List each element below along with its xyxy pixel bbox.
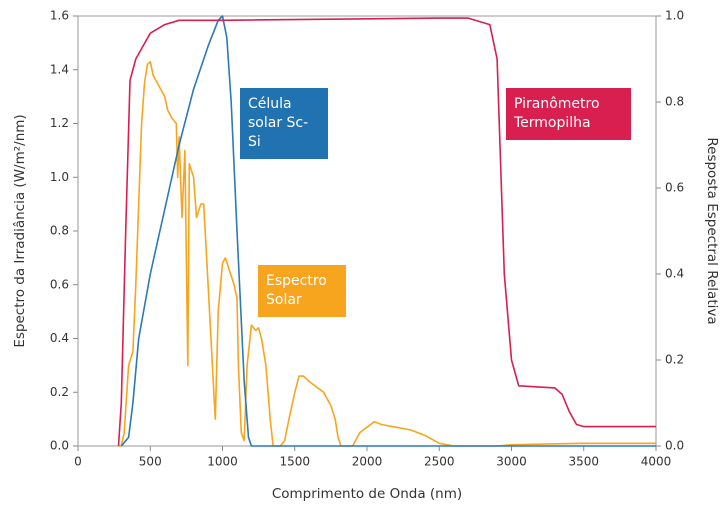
series-label: Célula solar Sc-Si — [240, 88, 328, 159]
x-tick-label: 2500 — [424, 455, 455, 469]
y-tick-label: 1.2 — [50, 116, 69, 130]
y2-tick-label: 0.0 — [665, 439, 684, 453]
series-label: Espectro Solar — [258, 265, 346, 317]
y2-tick-label: 0.8 — [665, 95, 684, 109]
y-tick-label: 0.6 — [50, 277, 69, 291]
y2-axis-title: Resposta Espectral Relativa — [704, 137, 720, 324]
x-tick-label: 1000 — [207, 455, 238, 469]
y2-tick-label: 0.2 — [665, 353, 684, 367]
x-tick-label: 4000 — [641, 455, 672, 469]
y-tick-label: 0.2 — [50, 385, 69, 399]
x-tick-label: 2000 — [352, 455, 383, 469]
y2-tick-label: 0.4 — [665, 267, 684, 281]
y2-tick-label: 1.0 — [665, 9, 684, 23]
x-tick-label: 0 — [74, 455, 82, 469]
x-axis-title: Comprimento de Onda (nm) — [272, 486, 462, 502]
x-tick-label: 3000 — [496, 455, 527, 469]
x-tick-label: 1500 — [279, 455, 310, 469]
y-tick-label: 1.0 — [50, 170, 69, 184]
series-label: Piranômetro Termopilha — [506, 88, 631, 140]
y-tick-label: 1.6 — [50, 9, 69, 23]
y-tick-label: 0.8 — [50, 224, 69, 238]
series-line — [118, 60, 656, 447]
y-axis-title: Espectro da Irradiância (W/m²/nm) — [12, 114, 28, 347]
x-tick-label: 3500 — [568, 455, 599, 469]
y2-tick-label: 0.6 — [665, 181, 684, 195]
x-tick-label: 500 — [139, 455, 162, 469]
plot-frame — [77, 15, 657, 447]
y-tick-label: 0.4 — [50, 331, 69, 345]
series-line — [120, 15, 656, 447]
y-tick-label: 1.4 — [50, 62, 69, 76]
y-tick-label: 0.0 — [50, 439, 69, 453]
series-line — [117, 17, 656, 447]
